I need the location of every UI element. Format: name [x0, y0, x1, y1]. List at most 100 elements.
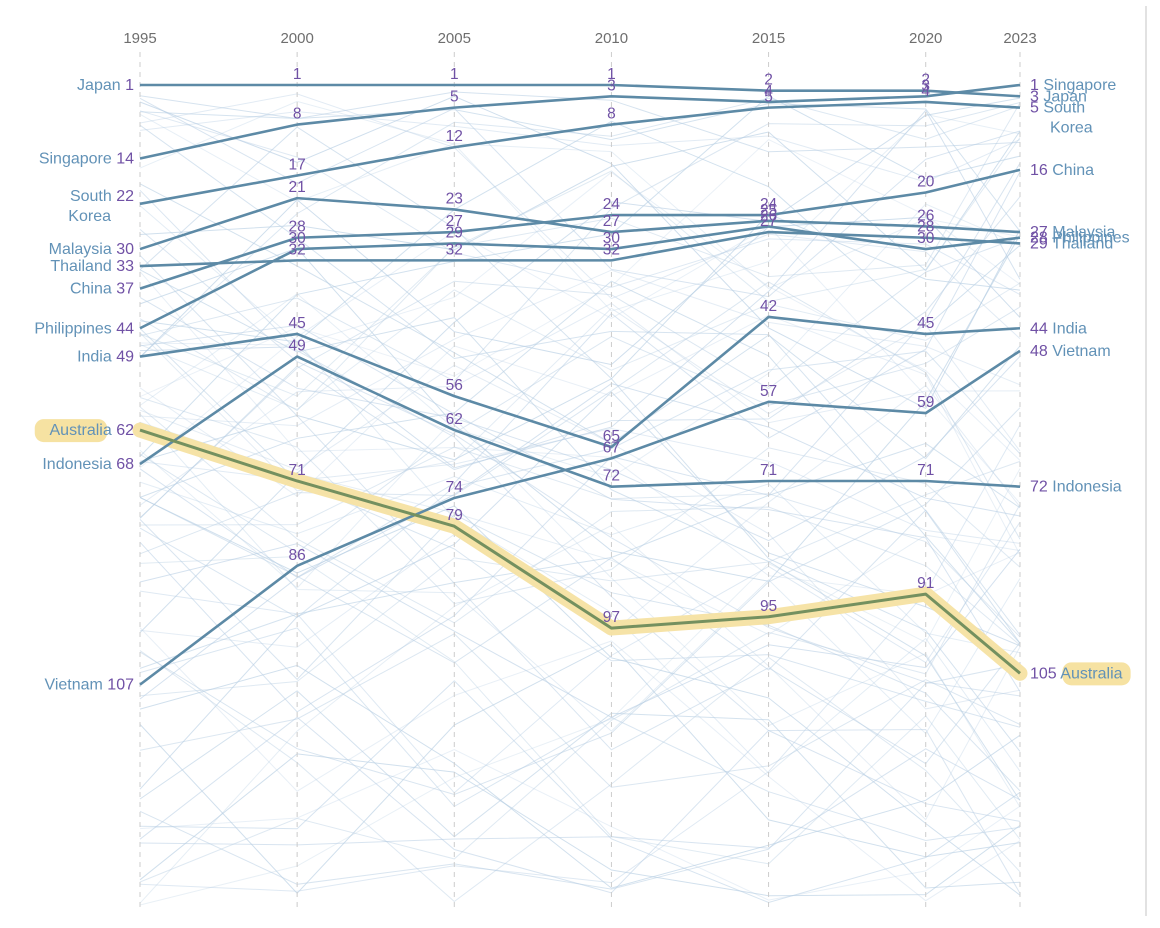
- background-line: [139, 324, 1021, 692]
- left-label-philippines[interactable]: Philippines 44: [34, 320, 134, 337]
- background-line: [139, 650, 1021, 903]
- value-label-singapore-2020: 3: [921, 77, 930, 94]
- label-highlight: [34, 419, 108, 443]
- left-label-thailand[interactable]: Thailand 33: [50, 258, 134, 275]
- right-label-indonesia[interactable]: 72 Indonesia: [1030, 479, 1122, 496]
- series-line-vietnam[interactable]: [139, 349, 1021, 686]
- label-highlight: [1062, 662, 1131, 686]
- value-label-vietnam-2000: 86: [289, 547, 306, 564]
- country-label: Japan 1: [77, 77, 134, 94]
- background-line: [139, 633, 1021, 788]
- series-line-australia[interactable]: [139, 428, 1021, 675]
- value-label-japan-2000: 1: [293, 66, 302, 83]
- value-label-australia-2020: 91: [917, 575, 934, 592]
- right-label-india[interactable]: 44 India: [1030, 320, 1087, 337]
- right-label-japan[interactable]: 3 Japan: [1030, 88, 1087, 105]
- right-label-china[interactable]: 16 China: [1030, 162, 1094, 179]
- value-label-philippines-2000: 30: [289, 230, 307, 247]
- value-label-india-2005: 56: [446, 377, 463, 394]
- left-label-japan[interactable]: Japan 1: [77, 77, 134, 94]
- background-line: [139, 103, 1021, 232]
- right-label-singapore[interactable]: 1 Singapore: [1030, 77, 1116, 94]
- right-label-thailand[interactable]: 29 Thailand: [1030, 235, 1113, 252]
- series-line-japan[interactable]: [140, 83, 1021, 98]
- country-label: 29 Thailand: [1030, 235, 1113, 252]
- background-line: [139, 543, 1021, 718]
- background-line: [139, 113, 1021, 289]
- left-label-south-korea[interactable]: South 22 Korea: [68, 188, 134, 225]
- background-line: [139, 91, 1021, 153]
- background-line: [139, 296, 1021, 542]
- left-label-malaysia[interactable]: Malaysia 30: [49, 241, 134, 258]
- value-label-south-korea-2020: 4: [921, 83, 930, 100]
- value-label-south-korea-2010: 8: [607, 106, 616, 123]
- background-line: [139, 282, 1021, 410]
- country-label-line2: Korea: [68, 208, 111, 225]
- right-label-south-korea[interactable]: 5 South Korea: [1030, 100, 1093, 137]
- value-label-thailand-2010: 32: [603, 241, 620, 258]
- country-label: 48 Vietnam: [1030, 343, 1111, 360]
- value-label-thailand-2015: 27: [760, 213, 777, 230]
- value-label-philippines-2015: 26: [760, 207, 777, 224]
- left-label-australia[interactable]: Australia 62: [34, 419, 134, 443]
- value-label-india-2015: 42: [760, 298, 777, 315]
- value-label-malaysia-2015: 25: [760, 202, 777, 219]
- background-line: [139, 234, 1021, 582]
- series-line-indonesia[interactable]: [139, 355, 1021, 488]
- x-axis-tick-label: 1995: [123, 30, 156, 47]
- series-line-singapore[interactable]: [139, 83, 1021, 160]
- x-axis-tick-label: 2005: [438, 30, 471, 47]
- background-line: [139, 110, 1021, 296]
- value-label-china-2000: 28: [289, 219, 306, 236]
- value-label-australia-2000: 71: [289, 462, 306, 479]
- x-axis-tick-label: 2010: [595, 30, 628, 47]
- background-line: [139, 280, 1021, 644]
- background-line: [139, 109, 1021, 469]
- value-label-philippines-2020: 30: [917, 230, 935, 247]
- left-label-singapore[interactable]: Singapore 14: [39, 151, 134, 168]
- value-label-malaysia-2005: 23: [446, 190, 463, 207]
- country-label: Indonesia 68: [42, 456, 134, 473]
- country-label: Singapore 14: [39, 151, 134, 168]
- country-label: 3 Japan: [1030, 88, 1087, 105]
- series-line-malaysia[interactable]: [139, 196, 1021, 251]
- right-label-philippines[interactable]: 28 Philippines: [1030, 230, 1130, 247]
- background-line: [139, 281, 1021, 555]
- background-line: [139, 748, 1021, 849]
- left-label-vietnam[interactable]: Vietnam 107: [44, 677, 134, 694]
- value-label-malaysia-2000: 21: [289, 179, 306, 196]
- background-line: [139, 663, 1021, 890]
- right-label-vietnam[interactable]: 48 Vietnam: [1030, 343, 1111, 360]
- background-line: [139, 753, 1021, 897]
- background-line: [139, 205, 1021, 774]
- value-label-malaysia-2010: 27: [603, 213, 620, 230]
- series-line-south-korea[interactable]: [139, 100, 1021, 206]
- series-line-india[interactable]: [139, 315, 1021, 449]
- country-label: 5 South: [1030, 100, 1085, 117]
- value-label-philippines-2010: 30: [603, 230, 621, 247]
- value-label-indonesia-2000: 49: [289, 338, 306, 355]
- left-label-china[interactable]: China 37: [70, 281, 134, 298]
- series-line-china[interactable]: [139, 168, 1021, 290]
- right-label-australia[interactable]: 105 Australia: [1030, 662, 1131, 686]
- country-label: 72 Indonesia: [1030, 479, 1122, 496]
- value-label-thailand-2000: 32: [289, 241, 306, 258]
- value-label-south-korea-2005: 12: [446, 128, 463, 145]
- right-label-malaysia[interactable]: 27 Malaysia: [1030, 224, 1115, 241]
- country-label: 105 Australia: [1030, 665, 1123, 682]
- background-line: [139, 643, 1021, 895]
- country-label: India 49: [77, 349, 134, 366]
- value-label-india-2010: 65: [603, 428, 620, 445]
- left-label-india[interactable]: India 49: [77, 349, 134, 366]
- background-line: [139, 513, 1021, 792]
- series-line-thailand[interactable]: [139, 230, 1021, 268]
- series-line-philippines[interactable]: [139, 225, 1021, 330]
- x-axis-tick-label: 2020: [909, 30, 942, 47]
- background-line: [139, 627, 1021, 902]
- left-label-indonesia[interactable]: Indonesia 68: [42, 456, 134, 473]
- country-label: 44 India: [1030, 320, 1087, 337]
- x-axis-tick-label: 2023: [1003, 30, 1036, 47]
- value-label-singapore-2005: 5: [450, 89, 459, 106]
